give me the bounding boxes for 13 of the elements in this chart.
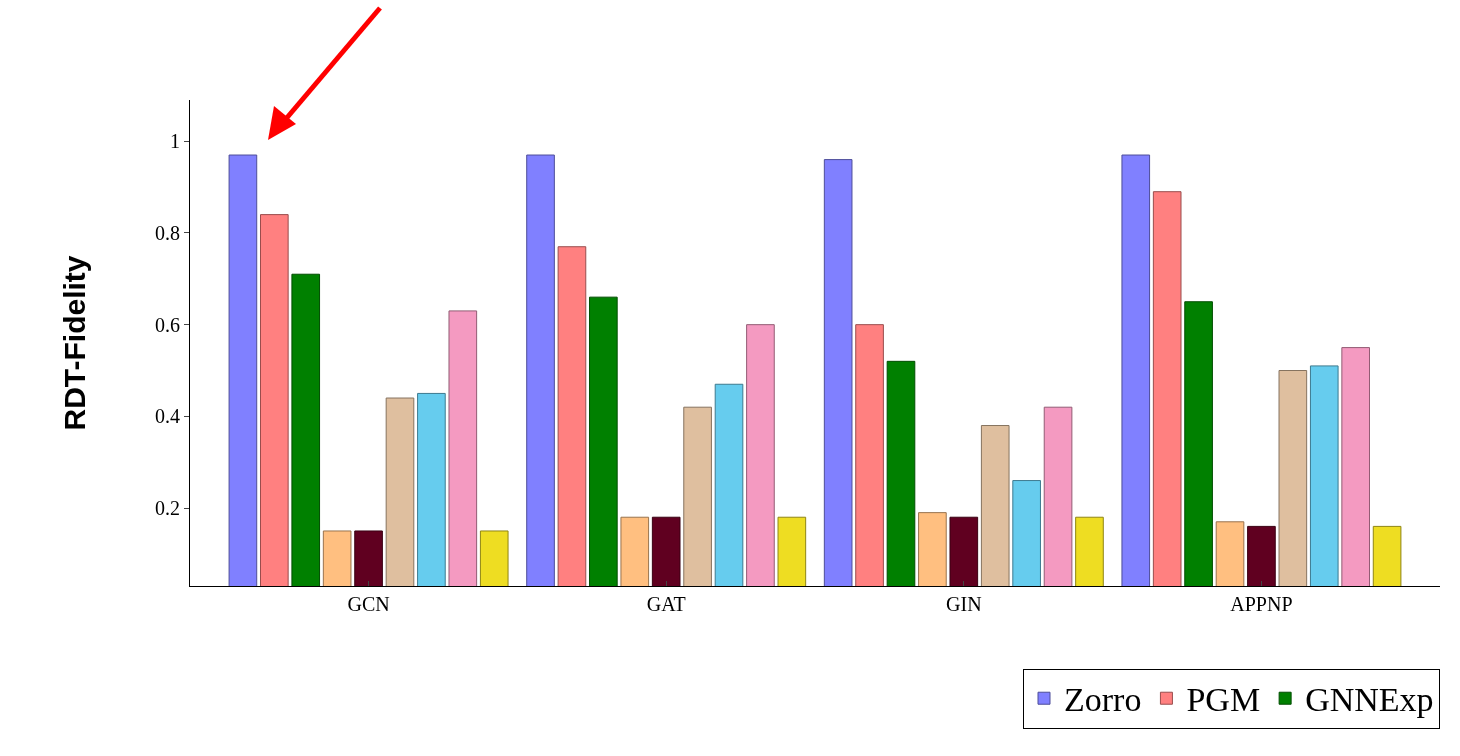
x-tick-label: GIN <box>946 593 982 615</box>
legend-label: GNNExp <box>1305 681 1434 719</box>
x-tick-label: APPNP <box>1230 593 1293 615</box>
legend-label: PGM <box>1186 681 1261 719</box>
y-tick-label: 0.8 <box>155 221 180 244</box>
y-axis-title: RDT-Fidelity <box>58 255 91 431</box>
y-tick-label: 0.6 <box>155 313 180 336</box>
legend-label: Zorro <box>1064 681 1142 719</box>
x-tick-label: GCN <box>347 593 390 615</box>
y-tick-label: 0.2 <box>155 497 180 520</box>
y-tick-label: 1 <box>170 130 180 153</box>
x-tick-label: GAT <box>646 593 686 615</box>
y-tick-label: 0.4 <box>155 405 180 428</box>
